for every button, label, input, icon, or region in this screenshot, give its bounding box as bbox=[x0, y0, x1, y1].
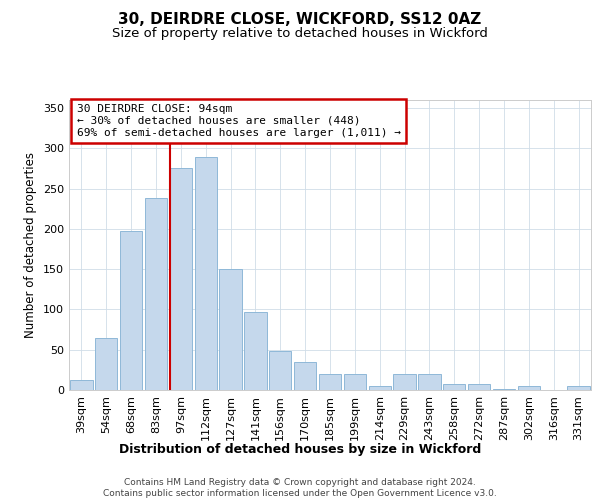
Text: 30, DEIRDRE CLOSE, WICKFORD, SS12 0AZ: 30, DEIRDRE CLOSE, WICKFORD, SS12 0AZ bbox=[118, 12, 482, 28]
Bar bbox=[344, 374, 366, 390]
Bar bbox=[518, 386, 540, 390]
Bar bbox=[418, 374, 440, 390]
Bar bbox=[194, 157, 217, 390]
Y-axis label: Number of detached properties: Number of detached properties bbox=[25, 152, 37, 338]
Bar bbox=[269, 350, 292, 390]
Bar bbox=[95, 338, 118, 390]
Bar bbox=[368, 386, 391, 390]
Bar bbox=[394, 374, 416, 390]
Bar bbox=[294, 362, 316, 390]
Bar bbox=[443, 384, 466, 390]
Bar bbox=[493, 389, 515, 390]
Bar bbox=[220, 269, 242, 390]
Text: Contains HM Land Registry data © Crown copyright and database right 2024.
Contai: Contains HM Land Registry data © Crown c… bbox=[103, 478, 497, 498]
Bar bbox=[170, 168, 192, 390]
Text: 30 DEIRDRE CLOSE: 94sqm
← 30% of detached houses are smaller (448)
69% of semi-d: 30 DEIRDRE CLOSE: 94sqm ← 30% of detache… bbox=[77, 104, 401, 138]
Bar bbox=[120, 232, 142, 390]
Text: Size of property relative to detached houses in Wickford: Size of property relative to detached ho… bbox=[112, 28, 488, 40]
Bar bbox=[145, 198, 167, 390]
Text: Distribution of detached houses by size in Wickford: Distribution of detached houses by size … bbox=[119, 442, 481, 456]
Bar bbox=[468, 384, 490, 390]
Bar bbox=[70, 380, 92, 390]
Bar bbox=[244, 312, 266, 390]
Bar bbox=[319, 374, 341, 390]
Bar bbox=[568, 386, 590, 390]
